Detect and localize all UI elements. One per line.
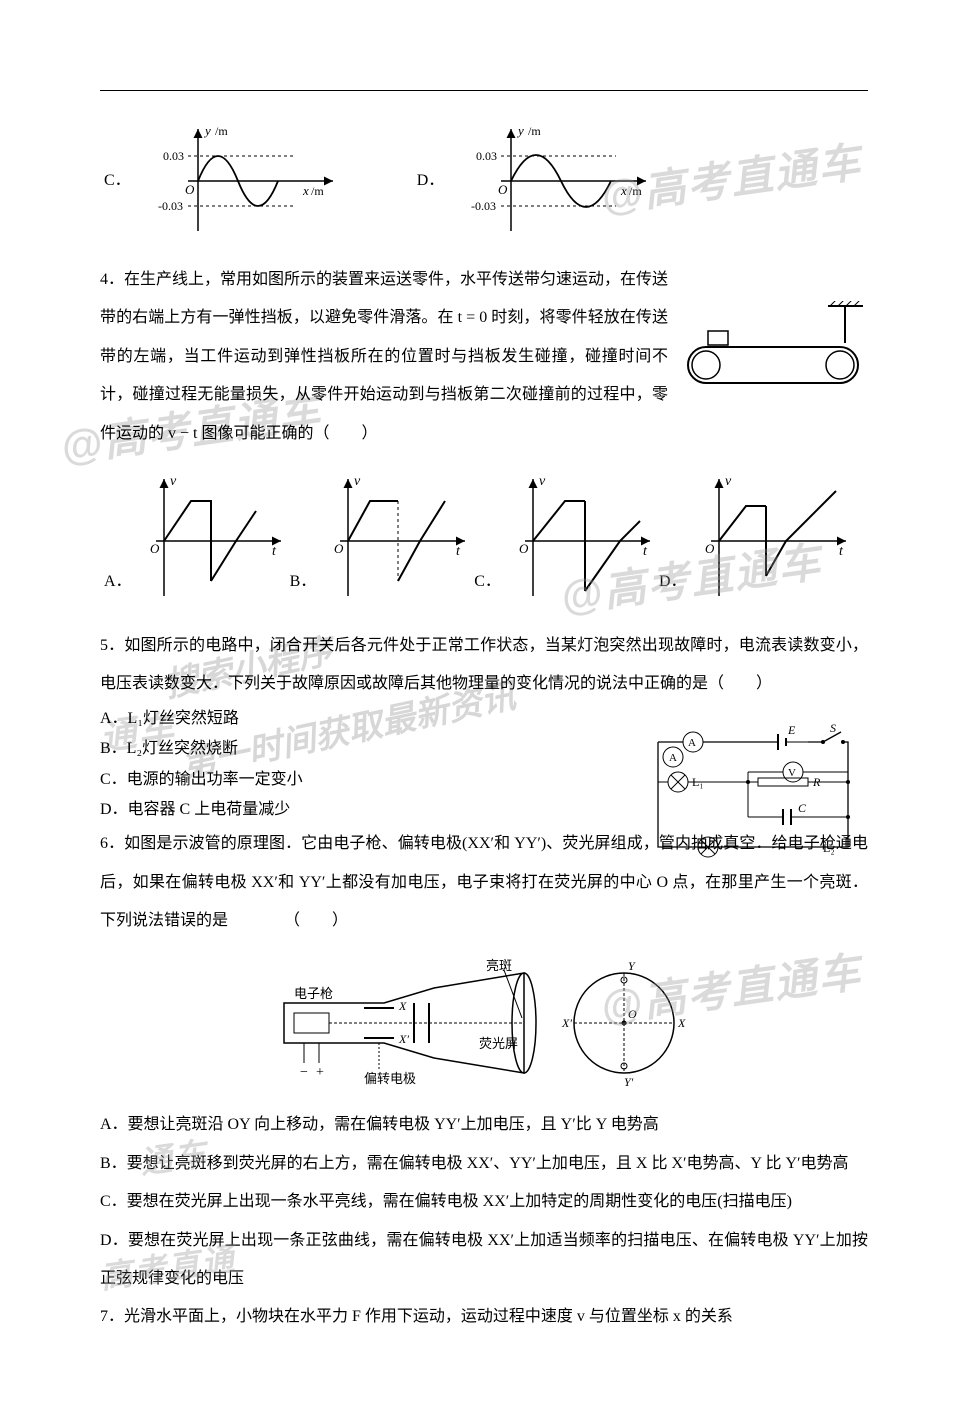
q6-opt-d: D．要想在荧光屏上出现一条正弦曲线，需在偏转电极 XX′上加适当频率的扫描电压、…	[100, 1222, 868, 1299]
svg-text:X′: X′	[398, 1032, 409, 1046]
svg-text:v: v	[170, 474, 177, 489]
svg-text:/m: /m	[629, 184, 642, 198]
q4-opt-c-label: C．	[474, 563, 501, 601]
q5-circuit-figure: E S A V L₁ R	[648, 722, 858, 862]
svg-text:v: v	[354, 474, 361, 489]
svg-text:y: y	[203, 123, 211, 138]
q6-crt-figure: 电子枪 X X′ 偏转电极 亮斑 荧光屏 Y Y′ X X′ O	[100, 948, 868, 1098]
q6-opt-b: B．要想让亮斑移到荧光屏的右上方，需在偏转电极 XX′、YY′上加电压，且 X …	[100, 1145, 868, 1183]
q4-opt-b-label: B．	[290, 563, 317, 601]
svg-text:C: C	[798, 801, 807, 815]
svg-text:S: S	[830, 722, 836, 735]
svg-text:v: v	[725, 474, 732, 489]
svg-text:偏转电极: 偏转电极	[364, 1071, 416, 1086]
svg-text:x: x	[620, 183, 627, 198]
option-d-label: D．	[417, 162, 445, 200]
q4-conveyor-figure	[678, 301, 868, 411]
question-4: 4．在生产线上，常用如图所示的装置来运送零件，水平传送带匀速运动，在传送带的右端…	[100, 261, 868, 453]
svg-text:+: +	[316, 1065, 324, 1080]
wave-graph-c: y/m x/m 0.03 -0.03 O	[143, 121, 343, 241]
svg-text:x: x	[302, 183, 309, 198]
vt-graph-a: v t O	[136, 471, 286, 601]
svg-text:O: O	[185, 182, 195, 197]
svg-text:0.03: 0.03	[163, 149, 184, 163]
svg-text:X′: X′	[561, 1016, 572, 1030]
q4-options-row: A． v t O B． v t O C．	[100, 471, 868, 601]
svg-text:亮斑: 亮斑	[486, 958, 512, 973]
svg-text:-0.03: -0.03	[158, 199, 183, 213]
svg-text:0.03: 0.03	[476, 149, 497, 163]
question-5: 5．如图所示的电路中，闭合开关后各元件处于正常工作状态，当某灯泡突然出现故障时，…	[100, 627, 868, 825]
svg-text:E: E	[787, 723, 796, 737]
svg-text:t: t	[272, 544, 277, 559]
svg-text:A: A	[669, 752, 677, 764]
svg-text:−: −	[300, 1065, 308, 1080]
svg-text:Y: Y	[628, 959, 636, 973]
vt-graph-d: v t O	[691, 471, 851, 601]
svg-text:/m: /m	[528, 124, 541, 138]
svg-text:y: y	[516, 123, 524, 138]
svg-text:O: O	[498, 182, 508, 197]
svg-text:v: v	[539, 474, 546, 489]
svg-text:A: A	[688, 737, 696, 749]
svg-text:O: O	[519, 541, 529, 556]
q5-intro: 5．如图所示的电路中，闭合开关后各元件处于正常工作状态，当某灯泡突然出现故障时，…	[100, 627, 868, 704]
svg-text:Y′: Y′	[624, 1075, 634, 1089]
svg-text:/m: /m	[311, 184, 324, 198]
svg-text:/m: /m	[215, 124, 228, 138]
svg-text:O: O	[150, 541, 160, 556]
options-c-d-row: C． y/m x/m 0.03 -0.03 O D． y/m x/m 0.03 …	[100, 121, 868, 241]
svg-text:V: V	[788, 767, 796, 779]
svg-text:O: O	[705, 541, 715, 556]
vt-graph-b: v t O	[320, 471, 470, 601]
svg-text:X: X	[398, 999, 407, 1013]
svg-text:电子枪: 电子枪	[294, 986, 333, 1001]
q4-opt-d-label: D．	[659, 563, 687, 601]
q4-opt-a-label: A．	[104, 563, 132, 601]
svg-text:O: O	[334, 541, 344, 556]
question-6: 6．如图是示波管的原理图．它由电子枪、偏转电极(XX′和 YY′)、荧光屏组成，…	[100, 825, 868, 1298]
vt-graph-c: v t O	[505, 471, 655, 601]
wave-graph-d: y/m x/m 0.03 -0.03 O	[456, 121, 656, 241]
q7-text: 7．光滑水平面上，小物块在水平力 F 作用下运动，运动过程中速度 v 与位置坐标…	[100, 1298, 868, 1336]
svg-text:X: X	[677, 1016, 686, 1030]
q6-opt-c: C．要想在荧光屏上出现一条水平亮线，需在偏转电极 XX′上加特定的周期性变化的电…	[100, 1183, 868, 1221]
svg-text:t: t	[643, 544, 648, 559]
option-c-label: C．	[104, 162, 131, 200]
q6-opt-a: A．要想让亮斑沿 OY 向上移动，需在偏转电极 YY′上加电压，且 Y′比 Y …	[100, 1106, 868, 1144]
svg-text:L₂: L₂	[823, 841, 835, 855]
svg-text:-0.03: -0.03	[471, 199, 496, 213]
svg-text:O: O	[628, 1007, 637, 1021]
svg-text:t: t	[839, 544, 844, 559]
svg-text:荧光屏: 荧光屏	[479, 1036, 518, 1051]
top-rule	[100, 90, 868, 91]
svg-text:t: t	[456, 544, 461, 559]
